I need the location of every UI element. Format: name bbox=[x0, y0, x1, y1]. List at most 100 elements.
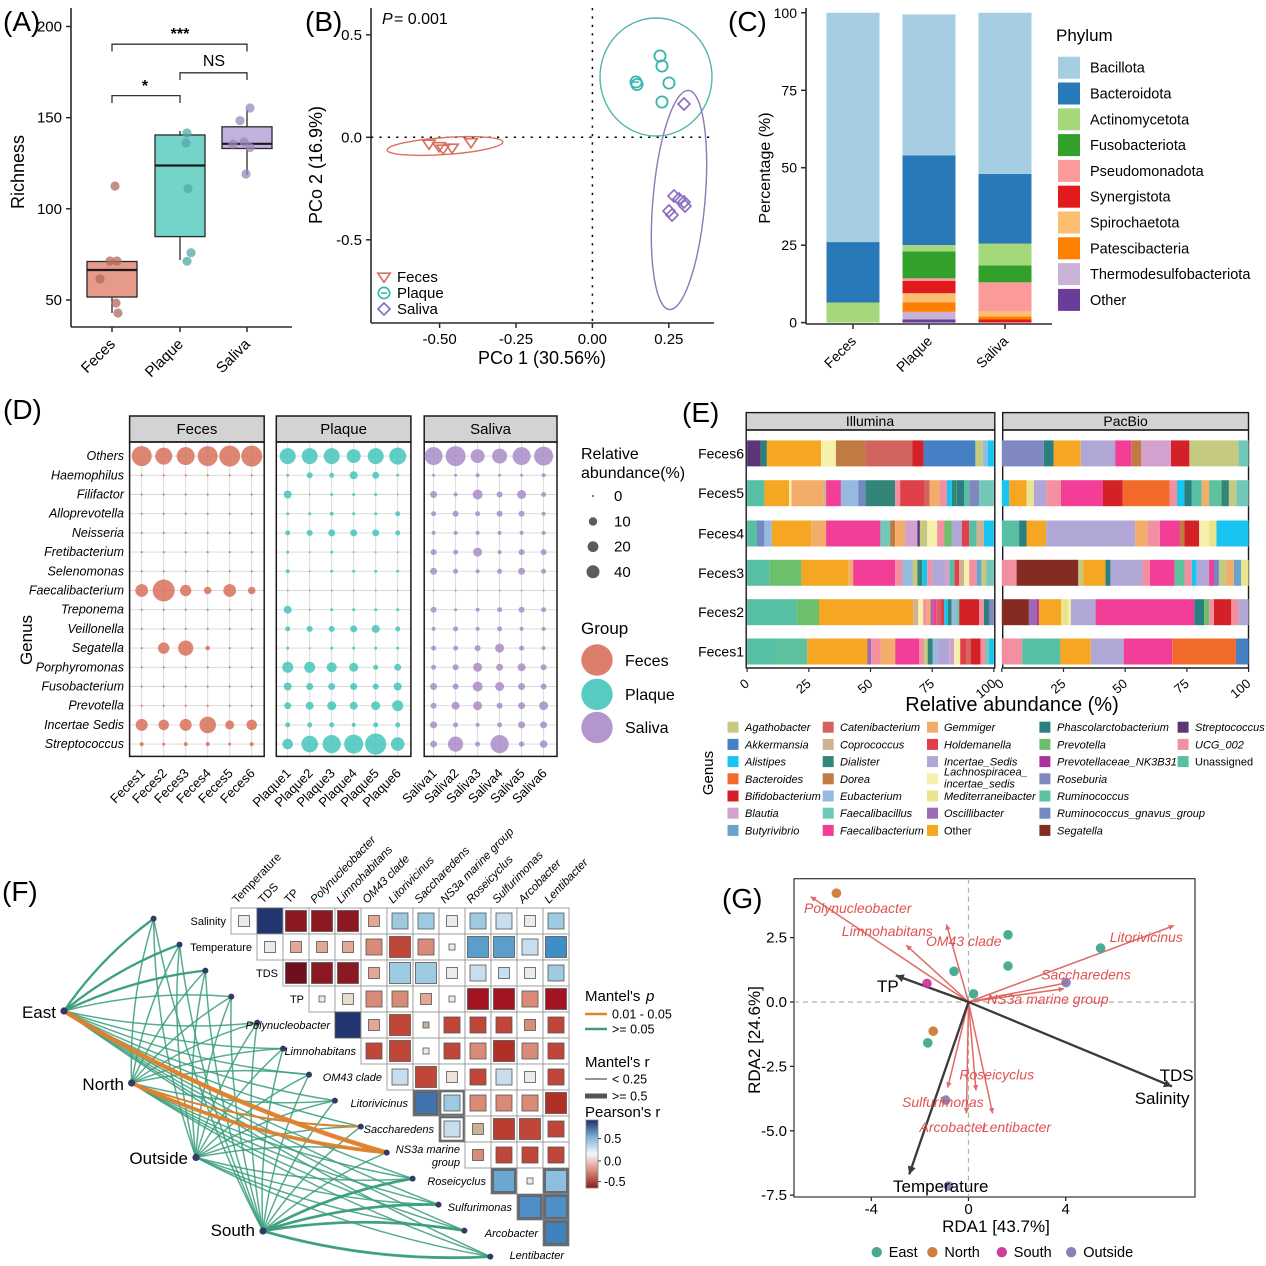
svg-text:0.0: 0.0 bbox=[341, 129, 362, 146]
svg-text:Fusobacterium: Fusobacterium bbox=[41, 680, 124, 694]
svg-text:PCo 1 (30.56%): PCo 1 (30.56%) bbox=[478, 348, 606, 368]
svg-text:>= 0.05: >= 0.05 bbox=[612, 1023, 654, 1037]
svg-text:40: 40 bbox=[614, 564, 631, 581]
svg-text:(D): (D) bbox=[3, 394, 42, 425]
svg-text:Gemmiger: Gemmiger bbox=[944, 722, 997, 734]
svg-text:Faecalibacillus: Faecalibacillus bbox=[840, 808, 913, 820]
svg-text:-4: -4 bbox=[865, 1201, 878, 1218]
svg-text:Phylum: Phylum bbox=[1056, 26, 1113, 45]
svg-text:Treponema: Treponema bbox=[61, 603, 124, 617]
svg-text:100: 100 bbox=[774, 5, 798, 21]
svg-text:P: P bbox=[382, 11, 393, 28]
svg-text:Relative: Relative bbox=[581, 446, 639, 463]
svg-text:-0.5: -0.5 bbox=[336, 232, 362, 249]
svg-text:Streptococcus: Streptococcus bbox=[45, 737, 124, 751]
svg-text:(E): (E) bbox=[682, 397, 719, 428]
svg-text:Relative abundance (%): Relative abundance (%) bbox=[905, 694, 1118, 716]
svg-text:(A): (A) bbox=[3, 6, 40, 37]
svg-text:Other: Other bbox=[1090, 293, 1126, 309]
svg-text:Pearson's r: Pearson's r bbox=[585, 1104, 660, 1121]
svg-text:Phascolarctobacterium: Phascolarctobacterium bbox=[1057, 722, 1169, 734]
svg-text:Prevotella: Prevotella bbox=[1057, 739, 1106, 751]
svg-text:NS: NS bbox=[203, 53, 225, 70]
svg-text:Actinomycetota: Actinomycetota bbox=[1090, 112, 1190, 128]
svg-text:Arcobacter: Arcobacter bbox=[919, 1119, 989, 1135]
svg-text:Mantel's: Mantel's bbox=[585, 988, 640, 1005]
svg-text:Prevotella: Prevotella bbox=[68, 699, 124, 713]
svg-text:-7.5: -7.5 bbox=[761, 1187, 787, 1204]
svg-text:Roseburia: Roseburia bbox=[1057, 774, 1107, 786]
svg-text:Richness: Richness bbox=[8, 135, 28, 209]
svg-text:Faecalibacterium: Faecalibacterium bbox=[29, 584, 124, 598]
svg-text:2.5: 2.5 bbox=[766, 930, 787, 947]
svg-text:PCo 2 (16.9%): PCo 2 (16.9%) bbox=[306, 106, 326, 224]
svg-text:Salinity: Salinity bbox=[1135, 1089, 1190, 1108]
svg-text:Butyrivibrio: Butyrivibrio bbox=[745, 825, 799, 837]
svg-text:NS3a marine group: NS3a marine group bbox=[987, 991, 1109, 1007]
svg-text:Genus: Genus bbox=[17, 615, 36, 665]
svg-text:Group: Group bbox=[581, 619, 628, 638]
svg-text:Illumina: Illumina bbox=[846, 413, 894, 429]
svg-text:Percentage (%): Percentage (%) bbox=[757, 112, 774, 223]
svg-text:East: East bbox=[889, 1245, 918, 1261]
svg-text:TDS: TDS bbox=[256, 968, 278, 980]
svg-text:Saliva: Saliva bbox=[625, 720, 669, 737]
svg-text:RDA1 [43.7%]: RDA1 [43.7%] bbox=[942, 1217, 1050, 1236]
svg-text:Unassigned: Unassigned bbox=[1195, 757, 1253, 769]
svg-text:TP: TP bbox=[877, 977, 899, 996]
svg-text:Coprococcus: Coprococcus bbox=[840, 739, 905, 751]
svg-text:0.0: 0.0 bbox=[766, 994, 787, 1011]
svg-text:< 0.25: < 0.25 bbox=[612, 1073, 647, 1087]
svg-text:Catenibacterium: Catenibacterium bbox=[840, 722, 920, 734]
svg-text:South: South bbox=[1014, 1245, 1052, 1261]
svg-text:Feces3: Feces3 bbox=[698, 565, 744, 581]
svg-text:TDS: TDS bbox=[1160, 1066, 1194, 1085]
svg-text:Oscillibacter: Oscillibacter bbox=[944, 808, 1005, 820]
svg-text:Bacteroidota: Bacteroidota bbox=[1090, 87, 1172, 103]
svg-text:TP: TP bbox=[290, 994, 304, 1006]
svg-text:UCG_002: UCG_002 bbox=[1195, 739, 1244, 751]
svg-text:Polynucleobacter: Polynucleobacter bbox=[246, 1020, 332, 1032]
svg-text:-0.5: -0.5 bbox=[604, 1175, 626, 1189]
svg-text:Streptococcus: Streptococcus bbox=[1195, 722, 1265, 734]
svg-text:Feces4: Feces4 bbox=[698, 526, 744, 542]
svg-text:Ruminococcus: Ruminococcus bbox=[1057, 791, 1130, 803]
svg-text:Pseudomonadota: Pseudomonadota bbox=[1090, 164, 1205, 180]
svg-text:0.0: 0.0 bbox=[604, 1154, 621, 1168]
svg-text:Akkermansia: Akkermansia bbox=[744, 739, 809, 751]
svg-text:0.5: 0.5 bbox=[341, 27, 362, 44]
svg-text:Lentibacter: Lentibacter bbox=[982, 1119, 1053, 1135]
svg-text:Other: Other bbox=[944, 825, 972, 837]
svg-text:NS3a marine: NS3a marine bbox=[396, 1144, 460, 1156]
svg-text:0.5: 0.5 bbox=[604, 1132, 621, 1146]
svg-text:75: 75 bbox=[781, 82, 797, 98]
svg-text:(G): (G) bbox=[722, 883, 762, 914]
svg-text:(F): (F) bbox=[2, 876, 38, 907]
svg-text:Saccharedens: Saccharedens bbox=[1041, 967, 1131, 983]
svg-text:Ruminococcus_gnavus_group: Ruminococcus_gnavus_group bbox=[1057, 808, 1205, 820]
svg-text:Bacteroides: Bacteroides bbox=[745, 774, 804, 786]
svg-text:Incertae_Sedis: Incertae_Sedis bbox=[944, 757, 1018, 769]
svg-text:Limnohabitans: Limnohabitans bbox=[284, 1046, 356, 1058]
svg-text:North: North bbox=[944, 1245, 979, 1261]
svg-text:Outside: Outside bbox=[129, 1149, 188, 1168]
svg-text:East: East bbox=[22, 1003, 56, 1022]
svg-text:Limnohabitans: Limnohabitans bbox=[842, 923, 933, 939]
svg-text:Temperature: Temperature bbox=[190, 942, 252, 954]
svg-text:Temperature: Temperature bbox=[893, 1177, 988, 1196]
svg-text:Plaque: Plaque bbox=[320, 421, 367, 438]
svg-text:Filifactor: Filifactor bbox=[77, 488, 125, 502]
svg-text:0.00: 0.00 bbox=[578, 331, 607, 348]
svg-text:Sulfurimonas: Sulfurimonas bbox=[902, 1094, 984, 1110]
svg-text:Feces: Feces bbox=[397, 269, 438, 286]
svg-text:25: 25 bbox=[781, 237, 797, 253]
svg-text:0.01 - 0.05: 0.01 - 0.05 bbox=[612, 1008, 672, 1022]
svg-text:-0.25: -0.25 bbox=[499, 331, 533, 348]
svg-text:Segatella: Segatella bbox=[72, 641, 124, 655]
svg-text:Saccharedens: Saccharedens bbox=[364, 1124, 435, 1136]
svg-text:100: 100 bbox=[37, 201, 62, 218]
svg-text:Holdemanella: Holdemanella bbox=[944, 739, 1011, 751]
svg-text:Veillonella: Veillonella bbox=[67, 622, 124, 636]
svg-text:50: 50 bbox=[781, 160, 797, 176]
svg-text:Feces2: Feces2 bbox=[698, 604, 744, 620]
